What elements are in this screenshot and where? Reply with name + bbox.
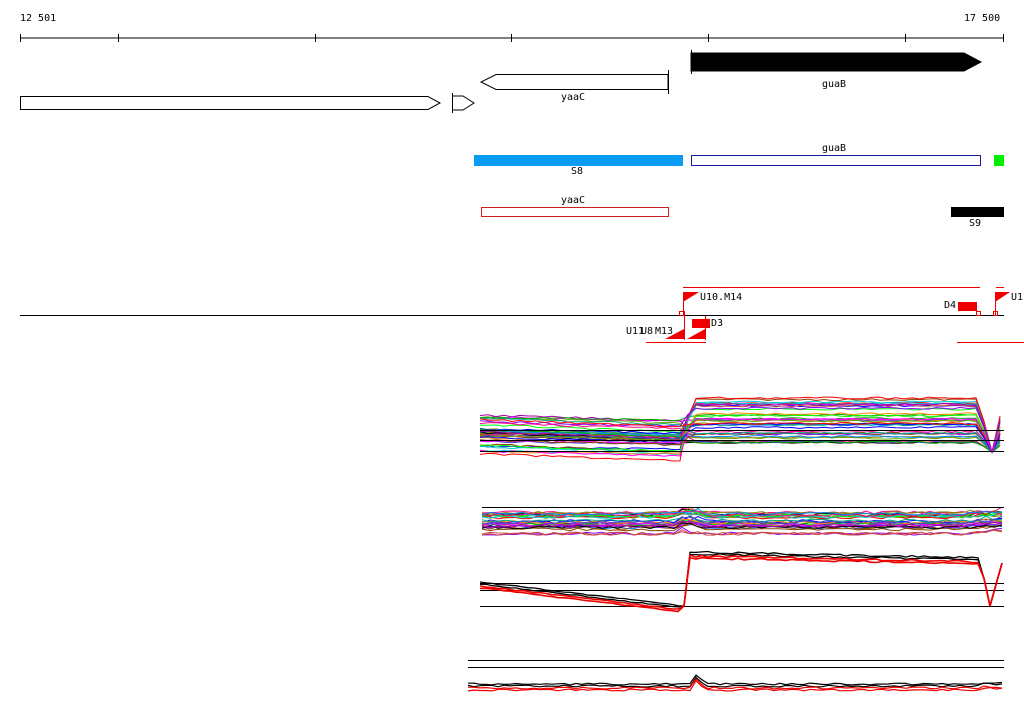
ruler-end-label: 17 500 bbox=[964, 13, 1001, 24]
expression-trace bbox=[479, 402, 1001, 454]
expression-trace bbox=[479, 553, 1003, 608]
feature-flag-U11[interactable] bbox=[665, 329, 684, 339]
expression-track-2-lines bbox=[481, 506, 1003, 536]
expression-trace bbox=[479, 402, 1001, 456]
feature-flag-M13[interactable] bbox=[687, 329, 705, 339]
feature-marker bbox=[679, 311, 685, 316]
annotation-label-S9: S9 bbox=[969, 218, 982, 229]
expression-trace bbox=[479, 404, 1001, 454]
annotation-label-guaB: guaB bbox=[822, 143, 847, 154]
expression-track-4-lines bbox=[467, 674, 1003, 692]
gene-arrow-left[interactable] bbox=[20, 96, 442, 110]
expression-track-3 bbox=[479, 550, 1004, 613]
feature-label-D3: D3 bbox=[711, 318, 724, 329]
expression-trace bbox=[479, 428, 1001, 453]
gene-yaaC-arrow[interactable] bbox=[479, 74, 669, 90]
expression-trace bbox=[479, 404, 1001, 454]
expression-trace bbox=[481, 522, 1003, 532]
expression-trace bbox=[481, 516, 1003, 525]
expression-trace bbox=[467, 674, 1003, 686]
expression-trace bbox=[479, 431, 1001, 453]
expression-track-1 bbox=[479, 396, 1004, 462]
annotation-guaB-box[interactable] bbox=[691, 155, 981, 166]
annotation-label-S8: S8 bbox=[571, 166, 584, 177]
expression-trace bbox=[479, 550, 1003, 607]
expression-trace bbox=[467, 679, 1003, 692]
feature-label-U8: U8 bbox=[641, 326, 654, 337]
feature-label-U10-M14: U10.M14 bbox=[700, 292, 743, 303]
gene-guaB-arrow[interactable] bbox=[690, 52, 983, 72]
segment-S8[interactable] bbox=[474, 155, 683, 166]
segment-S9[interactable] bbox=[951, 207, 1004, 217]
expression-trace bbox=[479, 554, 1003, 610]
expression-trace bbox=[479, 431, 1001, 453]
expression-trace bbox=[481, 510, 1003, 517]
expression-track-3-lines bbox=[479, 550, 1003, 613]
gene-arrow-small[interactable] bbox=[452, 95, 475, 111]
annotation-track bbox=[474, 155, 1004, 217]
ruler-start-label: 12 501 bbox=[20, 13, 57, 24]
segment-green[interactable] bbox=[994, 155, 1004, 166]
expression-trace bbox=[481, 529, 1003, 536]
expression-track-1-lines bbox=[479, 396, 1001, 462]
expression-trace bbox=[481, 507, 1003, 516]
feature-track bbox=[20, 287, 1024, 343]
coordinate-ruler bbox=[20, 34, 1004, 42]
feature-D3-block[interactable] bbox=[692, 319, 710, 328]
expression-trace bbox=[479, 428, 1001, 453]
feature-flag-U10[interactable] bbox=[683, 292, 699, 302]
feature-label-U1: U1 bbox=[1011, 292, 1024, 303]
expression-trace bbox=[479, 396, 1001, 462]
expression-track-2 bbox=[481, 506, 1004, 536]
expression-trace bbox=[479, 400, 1001, 454]
expression-trace bbox=[479, 426, 1001, 454]
feature-flag-U1[interactable] bbox=[995, 292, 1010, 302]
expression-trace bbox=[479, 418, 1001, 454]
expression-trace bbox=[479, 419, 1001, 454]
expression-trace bbox=[479, 413, 1001, 454]
feature-label-M13: M13 bbox=[655, 326, 674, 337]
annotation-yaaC-box[interactable] bbox=[481, 207, 669, 217]
gene-label-guaB: guaB bbox=[822, 79, 847, 90]
expression-trace bbox=[479, 406, 1001, 454]
feature-label-D4: D4 bbox=[944, 300, 957, 311]
feature-marker bbox=[993, 311, 998, 316]
feature-label-U11: U11 bbox=[626, 326, 645, 337]
feature-marker bbox=[976, 311, 981, 316]
feature-D4-block[interactable] bbox=[958, 302, 977, 311]
expression-trace bbox=[467, 678, 1003, 690]
expression-trace bbox=[481, 528, 1003, 536]
expression-trace bbox=[481, 521, 1003, 528]
gene-track bbox=[20, 50, 983, 113]
expression-trace bbox=[467, 676, 1003, 688]
annotation-label-yaaC: yaaC bbox=[561, 195, 586, 206]
expression-trace bbox=[481, 519, 1003, 527]
expression-track-4 bbox=[467, 660, 1004, 692]
gene-label-yaaC: yaaC bbox=[561, 92, 586, 103]
expression-trace bbox=[479, 414, 1001, 454]
expression-trace bbox=[480, 556, 1003, 613]
expression-trace bbox=[479, 417, 1001, 457]
